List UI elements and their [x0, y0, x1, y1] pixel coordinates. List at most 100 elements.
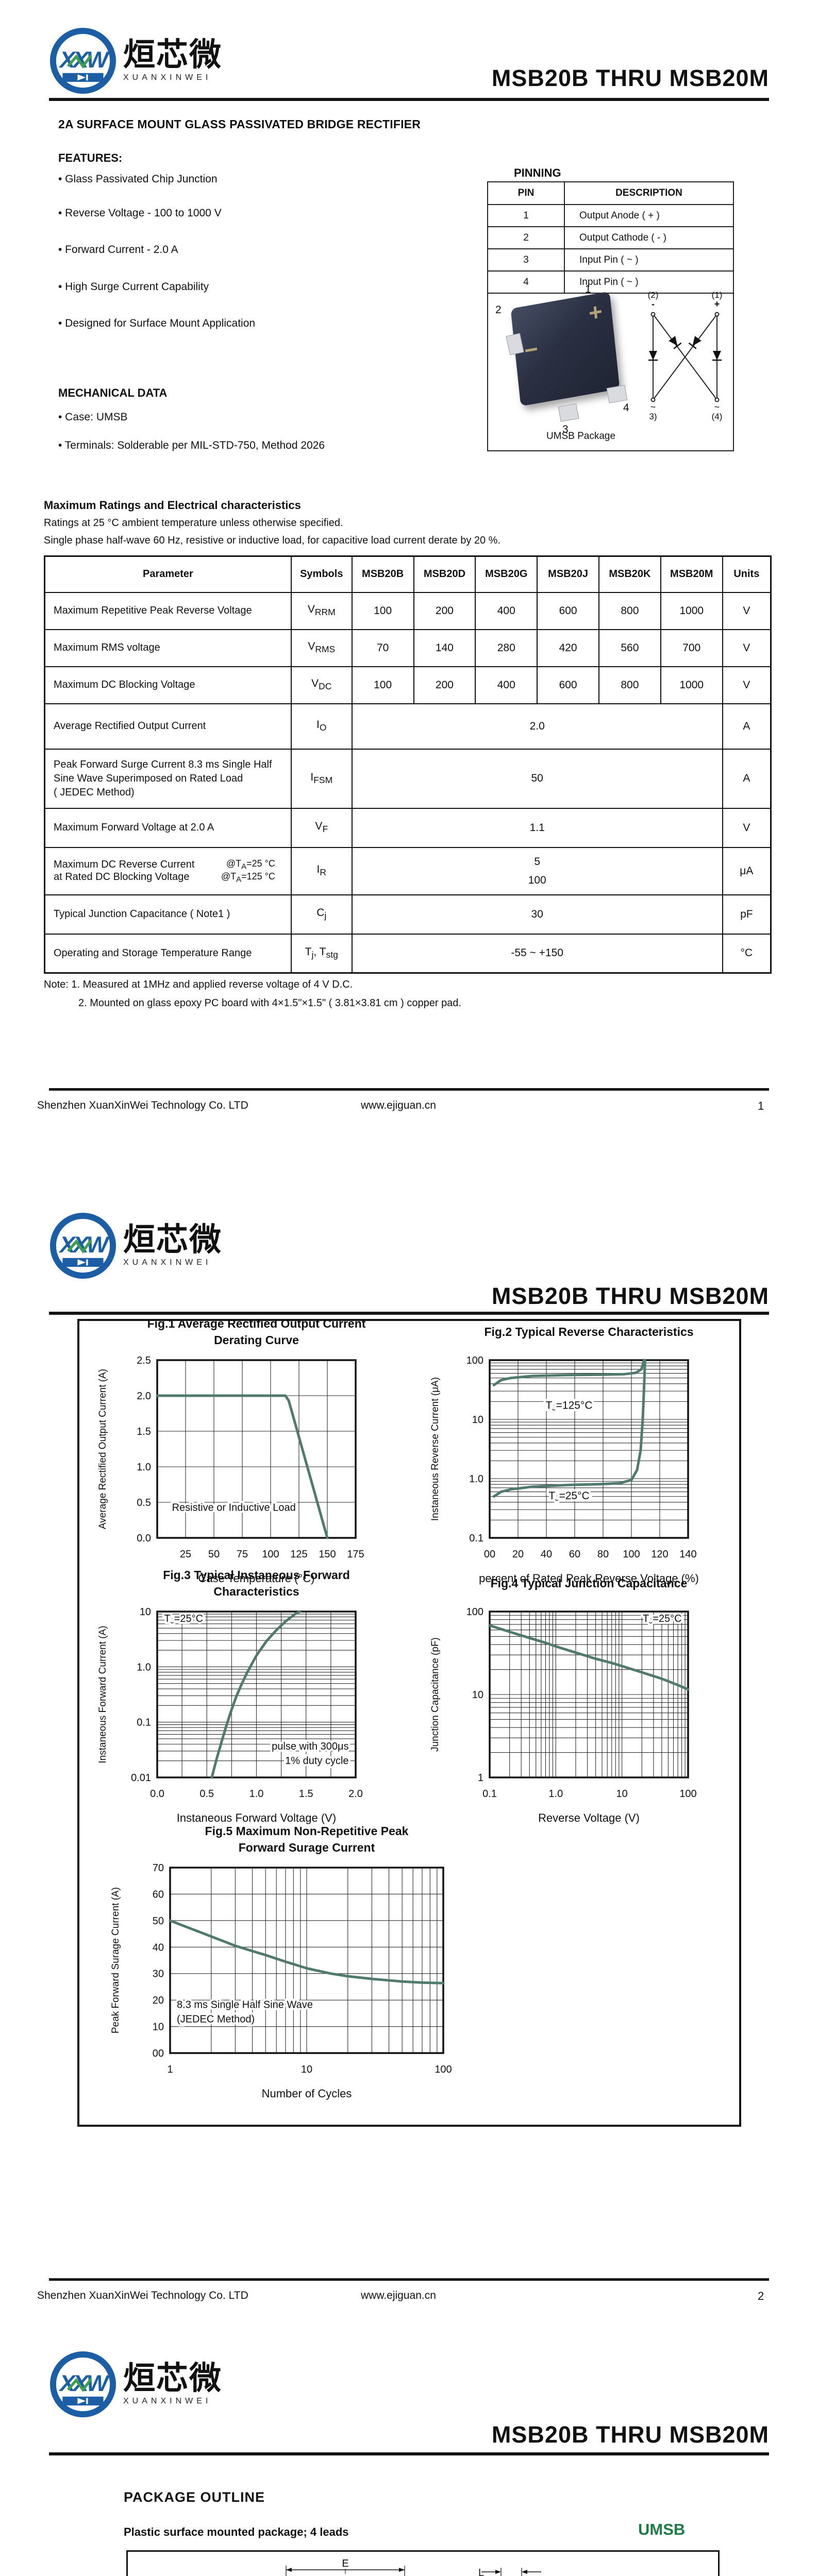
- x-tick-label: 175: [347, 1549, 364, 1560]
- parameter-line: Maximum Forward Voltage at 2.0 A: [54, 822, 214, 833]
- arrow-head: [399, 2568, 405, 2572]
- y-tick-label: 10: [472, 1689, 483, 1701]
- ratings-row: Maximum Repetitive Peak Reverse Voltage V…: [44, 591, 772, 630]
- text-run: pulse with 300μs: [272, 1741, 348, 1752]
- brand-logo-text: 烜芯微 XUANXINWEI: [123, 2363, 222, 2406]
- symbol-cell: Tj, Tstg: [290, 933, 353, 974]
- text-run: 10: [153, 2022, 164, 2033]
- ratings-header-cell: MSB20G: [475, 555, 538, 593]
- x-tick-label: 140: [679, 1549, 696, 1560]
- footer-rule: [49, 2278, 769, 2281]
- parameter-line: at Rated DC Blocking Voltage @TA=125 °C: [54, 871, 289, 884]
- text-run: XXW: [58, 46, 110, 73]
- symbol-cell: VDC: [290, 666, 353, 704]
- y-tick-label: 40: [153, 1942, 164, 1953]
- logo-diode-triangle: [77, 74, 86, 81]
- y-tick-label: 00: [153, 2048, 164, 2059]
- x-tick-label: 0.5: [199, 1788, 214, 1800]
- x-axis-title: Reverse Voltage (V): [538, 1811, 640, 1824]
- logo-abbr: XXW: [58, 1231, 110, 1258]
- chart-annotation: TJ=25°C: [643, 1613, 682, 1625]
- text-run: 10: [140, 1606, 151, 1618]
- fig5-title: Fig.5 Maximum Non-Repetitive Peak: [205, 1824, 409, 1838]
- diode-bar: [673, 342, 682, 349]
- y-tick-label: 0.01: [131, 1772, 151, 1784]
- text-run: 100: [262, 1549, 279, 1560]
- chip-plus-mark: +: [587, 297, 604, 327]
- dim-L: L: [478, 2567, 484, 2576]
- fig3-curve: [210, 1610, 302, 1779]
- y-tick-label: 1.0: [137, 1462, 151, 1473]
- text-run: XXW: [58, 2370, 110, 2396]
- x-tick-label: 1: [167, 2064, 173, 2075]
- chart-annotation: 8.3 ms Single Half Sine Wave: [177, 1999, 313, 2011]
- x-tick-label: 125: [290, 1549, 307, 1560]
- x-tick-label: 120: [651, 1549, 668, 1560]
- page1-subtitle: 2A SURFACE MOUNT GLASS PASSIVATED BRIDGE…: [58, 117, 421, 131]
- unit-cell: pF: [722, 894, 772, 935]
- value-cell: 400: [475, 666, 538, 704]
- text-run: 1.0: [548, 1788, 563, 1800]
- text-run: 1% duty cycle: [285, 1755, 348, 1767]
- text-run: 1.5: [137, 1426, 151, 1437]
- x-tick-label: 40: [541, 1549, 552, 1560]
- text-run: 20: [153, 1995, 164, 2006]
- fig4-chart: Fig.4 Typical Junction Capacitance 0.1 1.0…: [430, 1577, 697, 1824]
- pin-number-cell: 2: [488, 226, 565, 249]
- fig3-title: Characteristics: [213, 1585, 299, 1598]
- doc-title: MSB20B THRU MSB20M: [491, 1283, 769, 1309]
- y-tick-label: 1.0: [469, 1473, 483, 1485]
- logo-diode-triangle: [77, 2398, 86, 2404]
- package-top-view: EDb: [235, 2550, 456, 2576]
- x-axis-title: percent of Rated Peak Reverse Voltage (%…: [479, 1572, 699, 1585]
- x-tick-label: 0.1: [482, 1788, 497, 1800]
- x-tick-label: 100: [623, 1549, 640, 1560]
- fig1-curve: [156, 1394, 329, 1539]
- text-run: Fig.3 Typical Instaneous Forward: [163, 1568, 350, 1582]
- text-run: (1): [712, 291, 723, 300]
- x-tick-label: 1.0: [548, 1788, 563, 1800]
- x-axis-title: Instaneous Forward Voltage (V): [177, 1811, 336, 1824]
- text-run: T: [164, 1613, 170, 1624]
- text-run: 75: [237, 1549, 248, 1560]
- text-run: 10: [616, 1788, 628, 1800]
- text-run: =25°C: [559, 1490, 589, 1502]
- chip-pin: [606, 385, 628, 403]
- footer-website: www.ejiguan.cn: [361, 1099, 436, 1111]
- ratings-header-cell: MSB20M: [660, 555, 723, 593]
- y-tick-label: 0.1: [469, 1533, 483, 1544]
- terminal-sign-ac: ~: [650, 402, 656, 412]
- pinning-header-row: PIN DESCRIPTION: [488, 182, 733, 205]
- diode-triangle: [669, 335, 678, 346]
- ratings-row: Operating and Storage Temperature Range T…: [44, 933, 772, 974]
- text-run: 2.0: [137, 1391, 151, 1402]
- text-run: 125: [290, 1549, 307, 1560]
- text-run: Junction Capacitance (pF): [430, 1637, 441, 1752]
- text-run: 2.5: [137, 1355, 151, 1366]
- arrow-head: [286, 2568, 292, 2572]
- pinning-table: PIN DESCRIPTION 1 Output Anode ( + ) 2 Output…: [488, 182, 733, 294]
- plot-border: [169, 1867, 444, 2054]
- terminal-label-3: 3): [649, 412, 657, 421]
- text-run: 2.0: [348, 1788, 363, 1800]
- y-tick-label: 0.1: [137, 1717, 151, 1728]
- text-run: =25°C: [653, 1613, 681, 1624]
- terminal-label-1: (1): [712, 291, 723, 300]
- package-chip: + −: [510, 291, 620, 406]
- ratings-header-cell: MSB20J: [537, 555, 599, 593]
- footer-rule: [49, 1088, 769, 1091]
- ratings-row: Typical Junction Capacitance ( Note1 ) Cj…: [44, 894, 772, 935]
- parameter-cell: Peak Forward Surge Current 8.3 ms Single…: [44, 748, 292, 809]
- parameter-cell: Maximum Forward Voltage at 2.0 A: [44, 807, 292, 848]
- pinning-box: PIN DESCRIPTION 1 Output Anode ( + ) 2 Output…: [487, 181, 734, 451]
- text-run: T: [548, 1490, 555, 1502]
- text-run: Characteristics: [213, 1585, 299, 1598]
- y-tick-label: 10: [140, 1606, 151, 1618]
- parameter-line: Maximum Repetitive Peak Reverse Voltage: [54, 605, 252, 616]
- chart-annotation: (JEDEC Method): [177, 2014, 255, 2025]
- text-run: 0.0: [137, 1533, 151, 1544]
- series-label: TJ=125°C: [545, 1400, 592, 1413]
- diode-symbol: [712, 351, 722, 361]
- fig1-title: Fig.1 Average Rectified Output Current: [147, 1317, 366, 1330]
- ratings-heading: Maximum Ratings and Electrical character…: [44, 499, 301, 512]
